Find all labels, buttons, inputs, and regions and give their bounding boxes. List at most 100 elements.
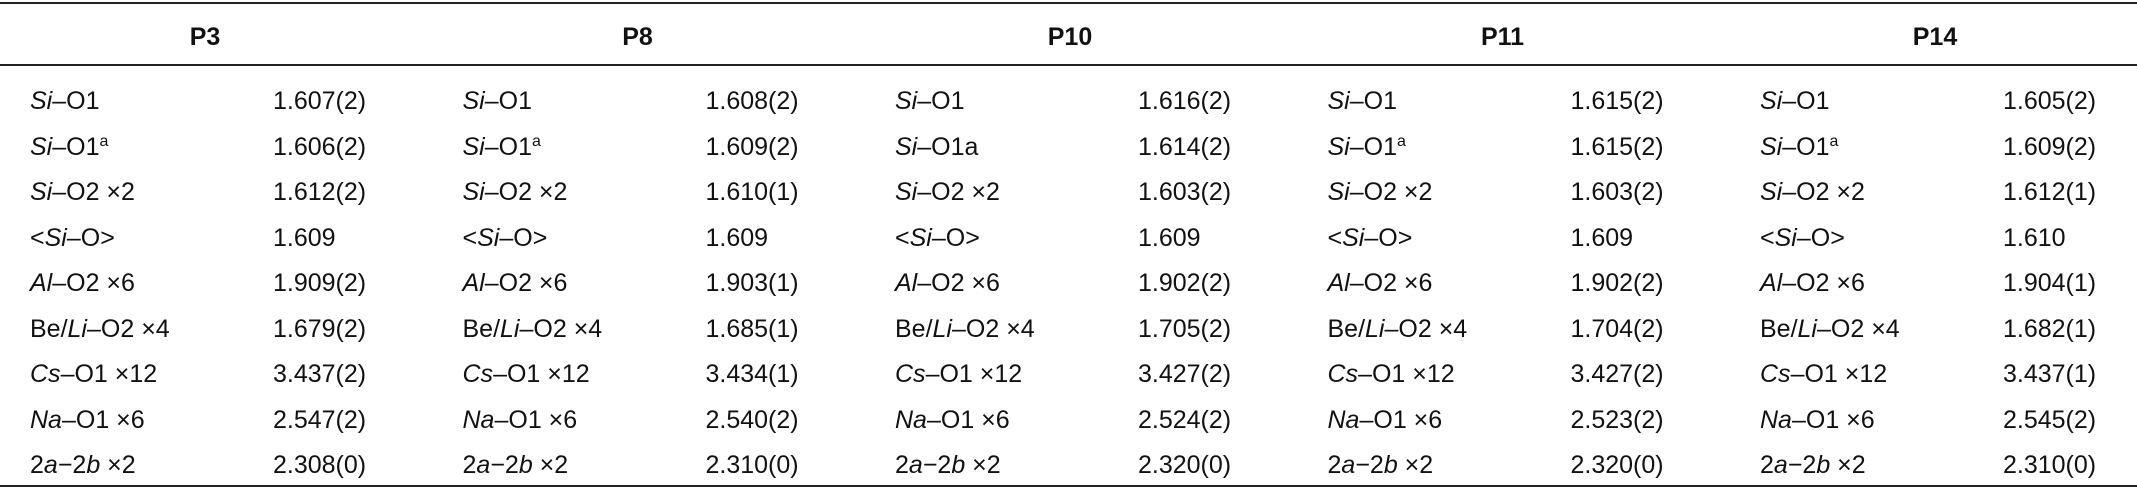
bond-length: 1.609(2) xyxy=(705,132,799,161)
label-text: Si xyxy=(1760,178,1783,206)
bond-length: 3.427(2) xyxy=(1138,360,1232,388)
label-text: –O1 ×6 xyxy=(1791,405,1875,434)
label-text: –O1 ×6 xyxy=(494,405,578,434)
label-text: Na xyxy=(1327,405,1360,434)
label-text: –O xyxy=(499,223,533,252)
label-text: Al xyxy=(895,269,918,297)
label-text: b xyxy=(951,451,966,479)
bond-length: 2.310(0) xyxy=(705,451,799,479)
bond-length: 1.607(2) xyxy=(273,87,367,115)
label-text: 2 xyxy=(895,451,909,479)
label-text: Li xyxy=(500,314,520,343)
row-label: 2a−2b ×2 xyxy=(463,450,569,480)
label-text: Na xyxy=(1760,405,1792,434)
bond-length: 1.682(1) xyxy=(2003,314,2097,343)
label-text: –O1 ×12 xyxy=(1790,360,1888,388)
label-text: Be/ xyxy=(1327,314,1366,343)
label-text: > xyxy=(532,223,548,252)
label-text: Si xyxy=(1774,223,1797,252)
label-text: –O1 ×6 xyxy=(61,405,145,434)
bond-length: 1.616(2) xyxy=(1138,87,1232,115)
row-label: Na–O1 ×6 xyxy=(30,405,145,435)
label-text: a xyxy=(1773,451,1788,479)
row-label: Si–O1 xyxy=(30,86,100,116)
label-text: Li xyxy=(932,314,952,343)
label-text: Al xyxy=(1327,269,1350,297)
row-label: <Si–O> xyxy=(30,223,115,253)
label-text: a xyxy=(532,132,541,150)
bond-length: 1.903(1) xyxy=(705,269,799,297)
label-text: –O1 xyxy=(1782,87,1830,115)
bond-length: 1.609(2) xyxy=(2003,132,2097,161)
label-text: –O2 ×2 xyxy=(917,178,1000,206)
bond-length: 1.614(2) xyxy=(1138,132,1232,161)
bond-length: 3.434(1) xyxy=(705,360,799,388)
row-label: Cs–O1 ×12 xyxy=(1760,359,1887,389)
bond-length: 1.612(2) xyxy=(273,178,367,206)
label-text: –O2 ×6 xyxy=(1782,269,1865,297)
label-text: > xyxy=(1830,223,1845,252)
column-header: P11 xyxy=(1480,23,1525,51)
label-text: −2 xyxy=(57,451,87,479)
label-text: ×2 xyxy=(1397,451,1434,479)
label-text: –O1 ×6 xyxy=(1359,405,1443,434)
row-label: Be/Li–O2 ×4 xyxy=(1760,314,1900,344)
header-rule xyxy=(0,64,2137,66)
label-text: Li xyxy=(1365,314,1385,343)
row-label: Si–O1 xyxy=(895,86,965,116)
bond-length: 1.902(2) xyxy=(1138,269,1232,297)
label-text: −2 xyxy=(922,451,952,479)
row-label: Na–O1 ×6 xyxy=(1328,405,1443,435)
label-text: Si xyxy=(30,178,53,206)
label-text: Cs xyxy=(1327,360,1359,388)
row-label: <Si–O> xyxy=(1328,223,1413,253)
bond-length: 1.603(2) xyxy=(1570,178,1664,206)
label-text: Si xyxy=(462,178,485,206)
row-label: Si–O1 xyxy=(1328,86,1398,116)
bond-length: 1.904(1) xyxy=(2003,269,2097,297)
label-text: –O2 ×2 xyxy=(1782,178,1865,206)
column-header: P8 xyxy=(622,23,653,51)
label-text: –O2 ×6 xyxy=(917,269,1000,297)
label-text: Si xyxy=(1760,87,1783,115)
row-label: Si–O2 ×2 xyxy=(1760,177,1865,207)
row-label: Cs–O1 ×12 xyxy=(895,359,1022,389)
label-text: 2 xyxy=(462,451,477,479)
label-text: Si xyxy=(895,178,918,206)
label-text: < xyxy=(1327,223,1343,252)
label-text: Be/ xyxy=(895,314,933,343)
label-text: –O1 xyxy=(917,87,965,115)
label-text: > xyxy=(965,223,980,252)
label-text: < xyxy=(30,223,45,252)
label-text: Si xyxy=(477,223,500,252)
row-label: Si–O1 xyxy=(463,86,533,116)
bond-length: 1.610(1) xyxy=(705,178,799,206)
label-text: Si xyxy=(909,223,932,252)
label-text: Si xyxy=(462,87,485,115)
label-text: Al xyxy=(30,269,53,297)
bond-length: 1.609 xyxy=(705,223,769,252)
label-text: –O xyxy=(931,223,966,252)
label-text: –O2 ×2 xyxy=(1349,178,1433,206)
label-text: –O1 xyxy=(1349,132,1397,161)
bond-length: 2.320(0) xyxy=(1138,451,1232,479)
label-text: –O1 xyxy=(1782,132,1830,161)
label-text: Al xyxy=(462,269,485,297)
bond-length: 1.609 xyxy=(273,223,336,252)
label-text: b xyxy=(1383,451,1398,479)
bond-length: 1.909(2) xyxy=(273,269,367,297)
label-text: –O2 ×4 xyxy=(519,314,603,343)
label-text: –O2 ×2 xyxy=(52,178,135,206)
label-text: Be/ xyxy=(30,314,68,343)
label-text: Be/ xyxy=(1760,314,1798,343)
label-text: ×2 xyxy=(965,451,1001,479)
row-label: Cs–O1 ×12 xyxy=(30,359,157,389)
bond-length: 3.437(1) xyxy=(2003,360,2097,388)
row-label: Si–O2 ×2 xyxy=(30,177,135,207)
label-text: –O1 xyxy=(52,132,100,161)
label-text: ×2 xyxy=(1830,451,1866,479)
label-text: b xyxy=(1816,451,1831,479)
bond-length: 1.705(2) xyxy=(1138,314,1232,343)
bond-length: 3.437(2) xyxy=(273,360,367,388)
label-text: −2 xyxy=(490,451,519,479)
